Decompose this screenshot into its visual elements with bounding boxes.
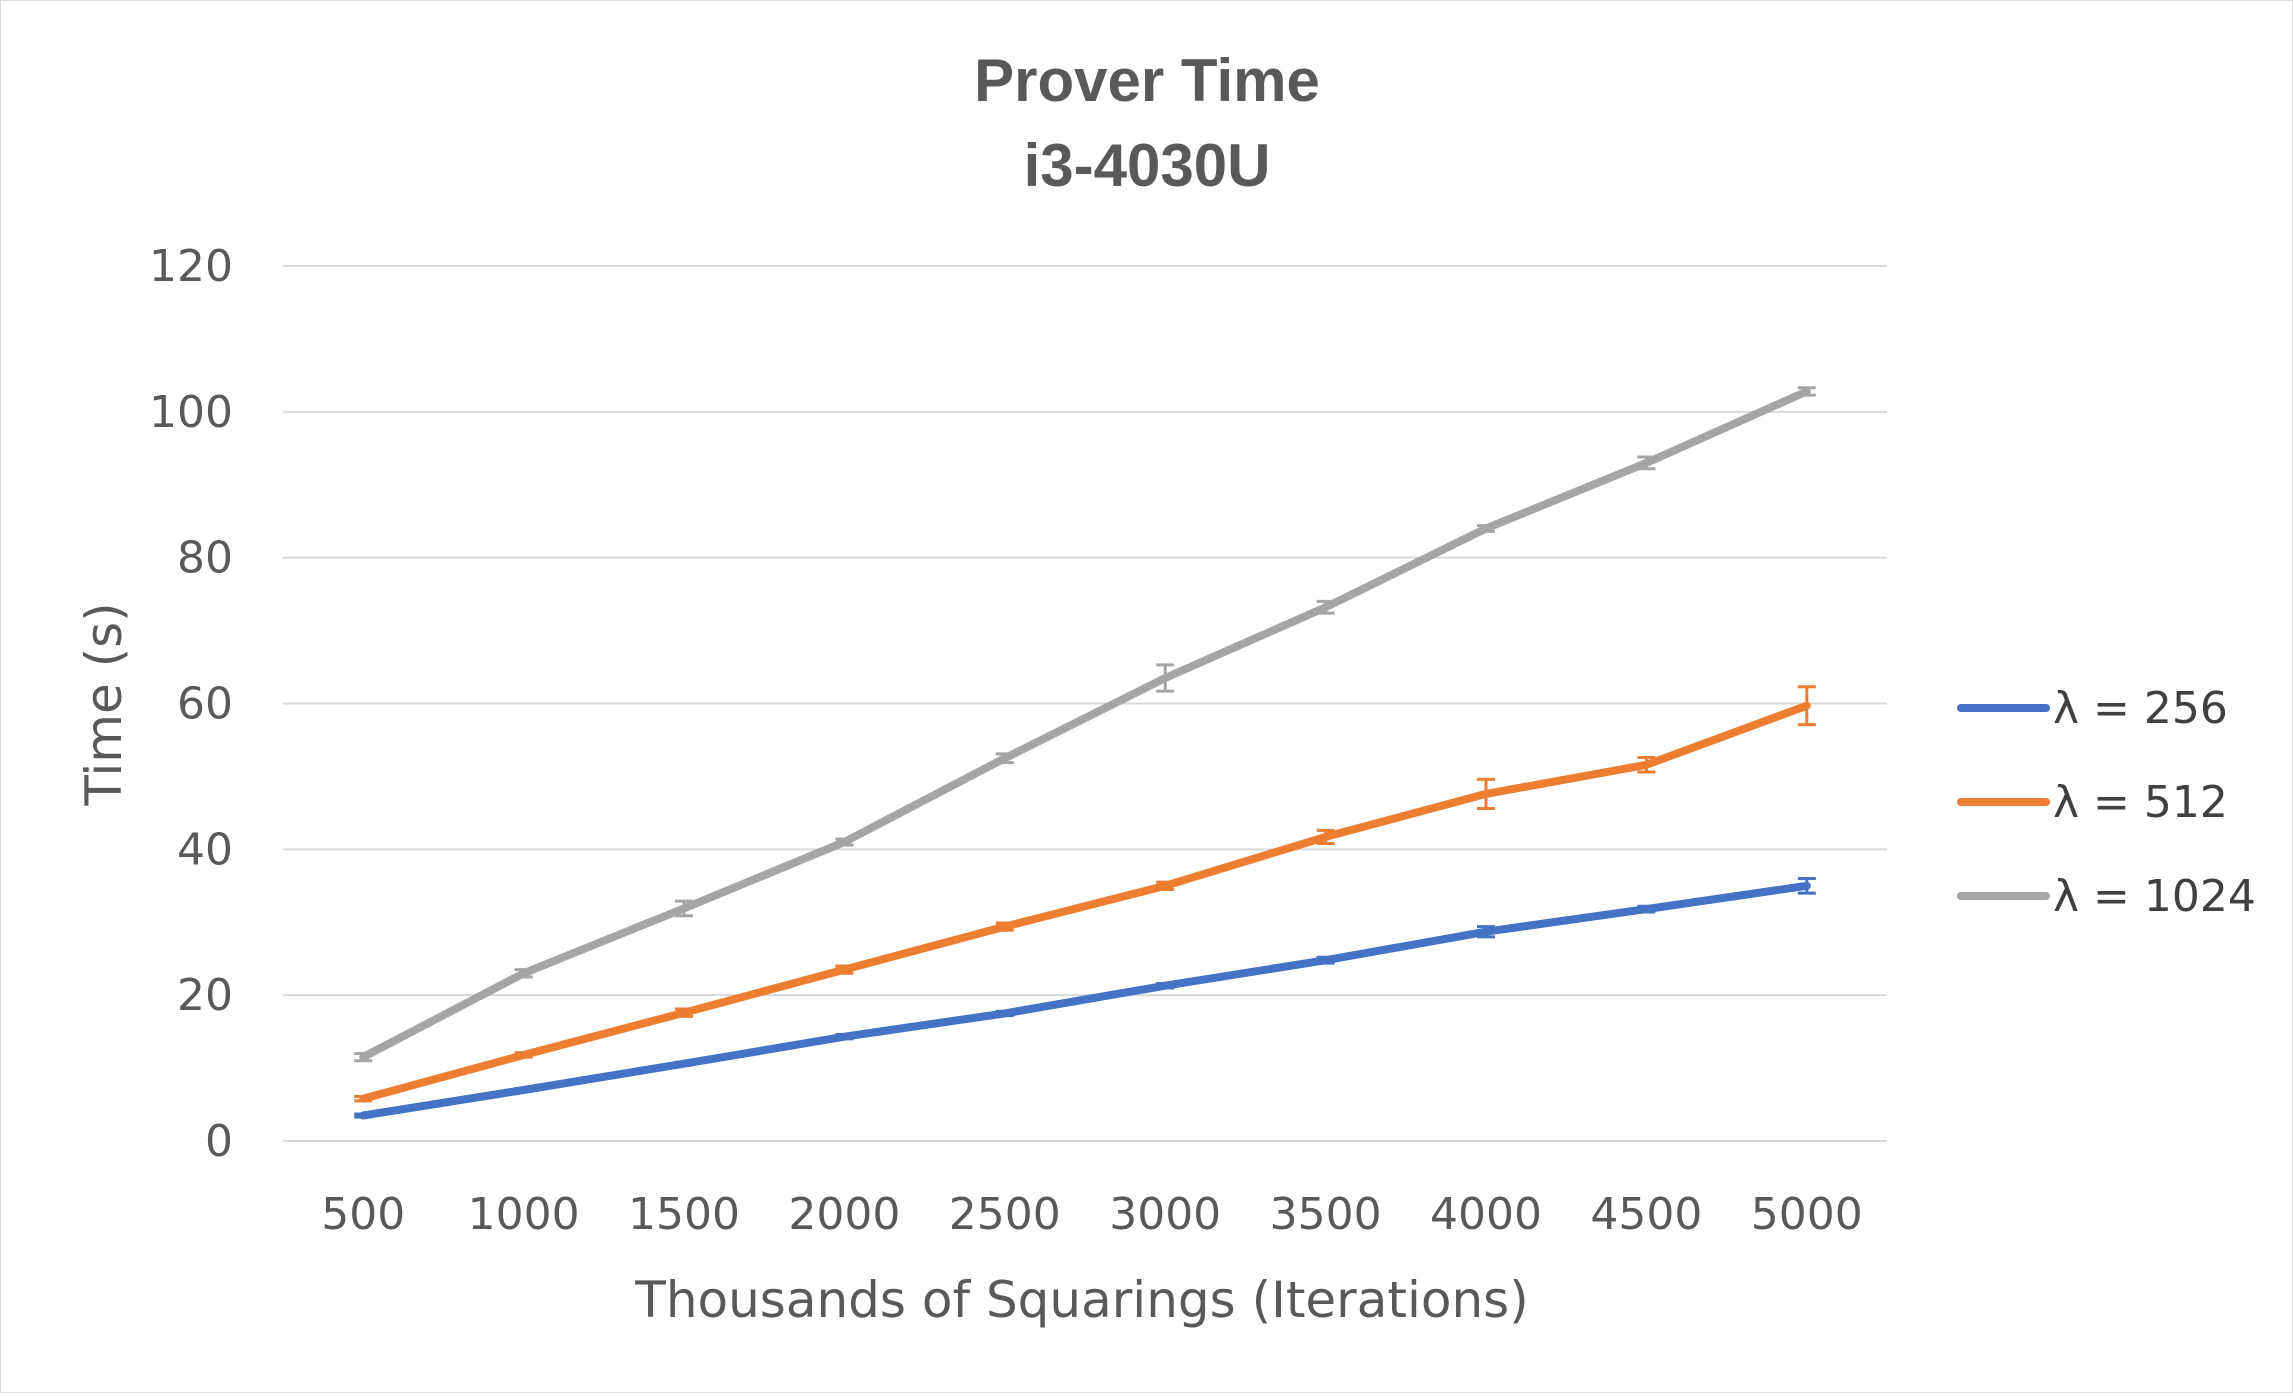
- x-tick-label: 3000: [1109, 1189, 1221, 1240]
- x-tick-label: 3500: [1270, 1189, 1382, 1240]
- error-bar: [1477, 777, 1495, 810]
- error-bar: [1316, 955, 1335, 965]
- y-tick-label: 20: [177, 970, 233, 1021]
- x-tick-label: 4000: [1430, 1189, 1542, 1240]
- error-bar: [1637, 904, 1656, 914]
- error-bar: [1477, 524, 1495, 533]
- y-tick-label: 0: [205, 1116, 233, 1167]
- series-line: [359, 881, 1811, 1120]
- y-tick-label: 40: [177, 824, 233, 875]
- legend-item: λ = 256: [1957, 683, 2228, 734]
- x-tick-label: 2500: [949, 1189, 1061, 1240]
- legend-item: λ = 1024: [1957, 871, 2256, 922]
- error-bar: [835, 837, 854, 847]
- error-bar: [835, 1033, 854, 1041]
- error-bar: [1156, 880, 1175, 891]
- x-tick-label: 2000: [788, 1189, 900, 1240]
- error-bar: [1637, 755, 1656, 774]
- legend-label: λ = 512: [2053, 777, 2228, 828]
- error-bar: [1637, 455, 1656, 471]
- x-tick-label: 4500: [1590, 1189, 1702, 1240]
- error-bars: [354, 386, 1816, 1119]
- error-bar: [675, 1007, 693, 1018]
- error-bar: [1156, 663, 1175, 693]
- error-bar: [995, 752, 1014, 765]
- series-lines: [359, 387, 1811, 1120]
- y-tick-label: 80: [177, 533, 233, 584]
- y-axis-title: Time (s): [75, 602, 133, 806]
- x-axis-title: Thousands of Squarings (Iterations): [634, 1271, 1528, 1329]
- y-tick-label: 60: [177, 679, 233, 730]
- y-tick-label: 120: [149, 241, 233, 292]
- error-bar: [1316, 599, 1335, 615]
- error-bar: [354, 1052, 373, 1063]
- error-bar: [514, 968, 533, 979]
- chart-title-line-1: Prover Time: [974, 47, 1320, 114]
- error-bar: [835, 964, 854, 975]
- series-line: [359, 387, 1811, 1062]
- error-bar: [675, 1060, 693, 1067]
- x-tick-label: 1000: [468, 1189, 580, 1240]
- error-bar: [995, 921, 1014, 932]
- error-bar: [1477, 925, 1495, 939]
- error-bar: [1797, 685, 1816, 727]
- x-tick-label: 5000: [1751, 1189, 1863, 1240]
- error-bar: [354, 1112, 373, 1119]
- error-bar: [514, 1087, 533, 1093]
- chart-title-line-2: i3-4030U: [1024, 132, 1271, 199]
- error-bar: [1156, 982, 1175, 990]
- x-axis-tick-labels: 500 1000 1500 2000 2500 3000 3500 4000 4500 5000: [321, 1189, 1863, 1240]
- error-bar: [1797, 877, 1816, 895]
- series-line: [359, 701, 1811, 1103]
- legend-item: λ = 512: [1957, 777, 2228, 828]
- error-bar: [675, 899, 693, 918]
- y-tick-label: 100: [149, 387, 233, 438]
- chart-title: Prover Time i3-4030U: [974, 47, 1320, 199]
- x-tick-label: 1500: [628, 1189, 740, 1240]
- error-bar: [1316, 828, 1335, 845]
- y-axis-tick-labels: 0 20 40 60 80 100 120: [149, 241, 233, 1167]
- legend-label: λ = 1024: [2053, 871, 2256, 922]
- x-tick-label: 500: [321, 1189, 405, 1240]
- error-bar: [995, 1009, 1014, 1018]
- legend: λ = 256 λ = 512 λ = 1024: [1957, 683, 2256, 922]
- legend-label: λ = 256: [2053, 683, 2228, 734]
- gridlines: [283, 265, 1887, 1142]
- error-bar: [514, 1051, 533, 1059]
- error-bar: [1797, 386, 1816, 397]
- error-bar: [354, 1095, 373, 1103]
